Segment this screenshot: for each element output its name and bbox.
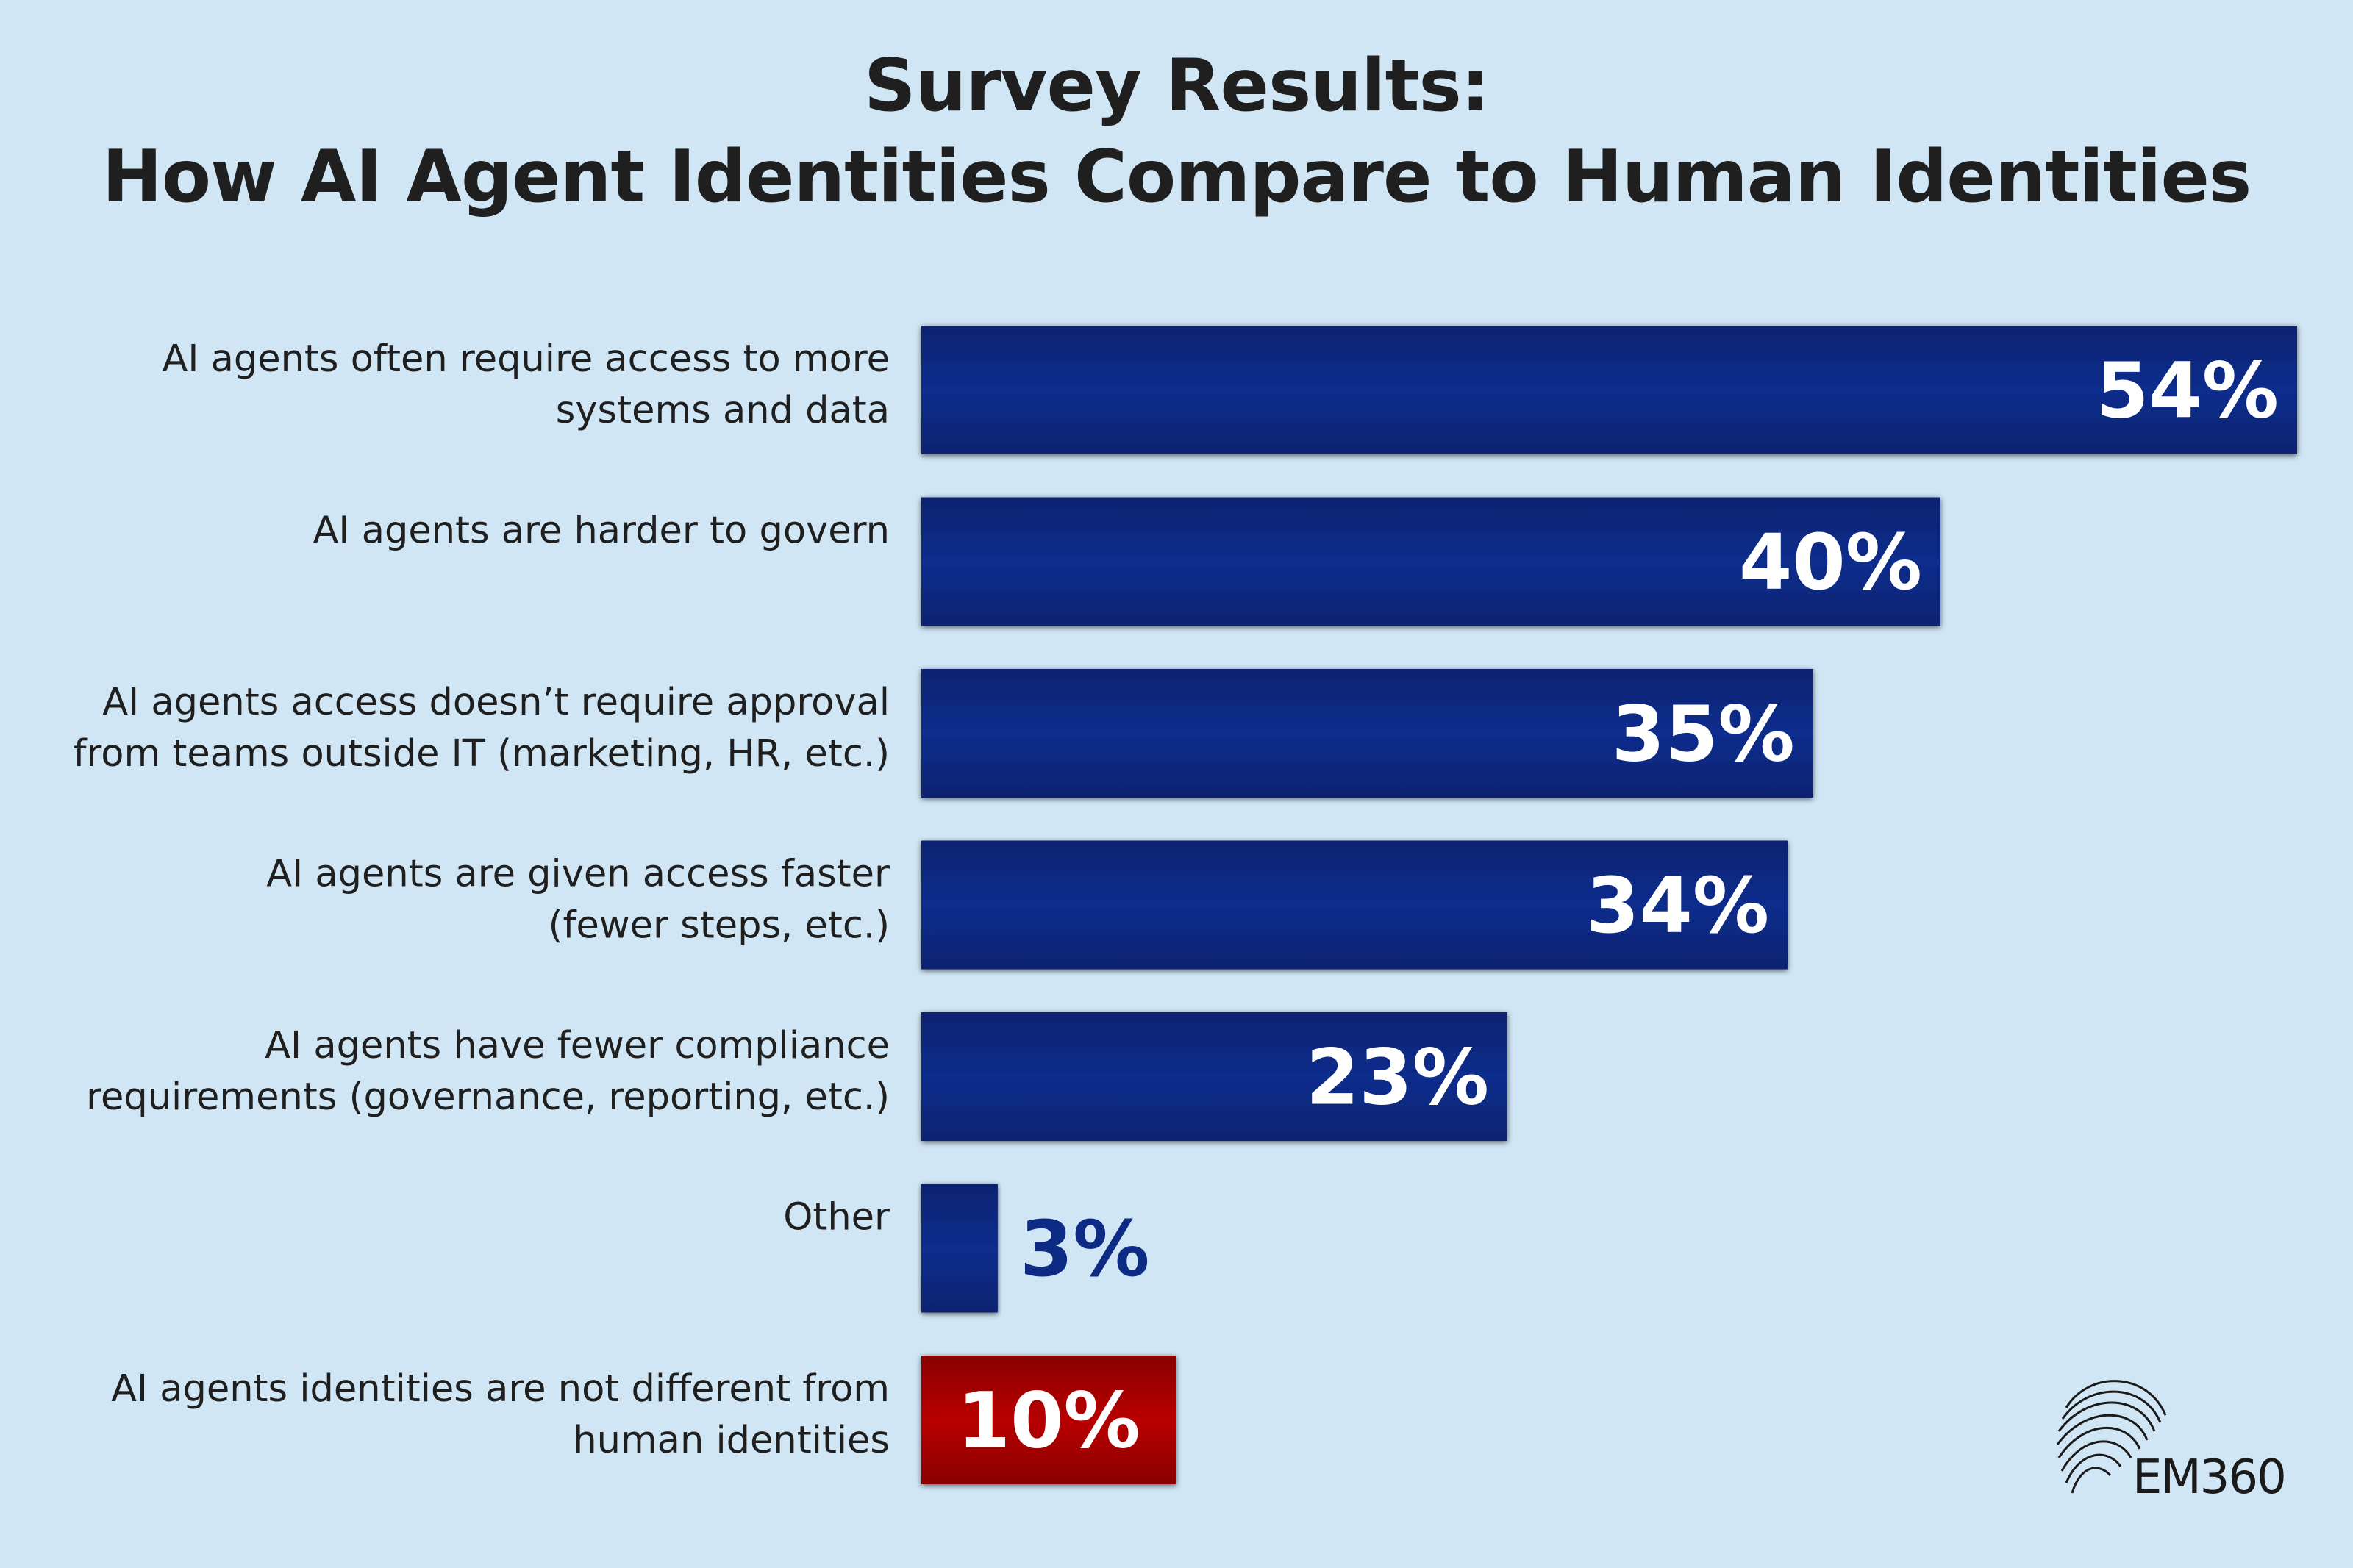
category-label-2: AI agents are harder to govern [313,509,890,553]
value-labels-layer: 54% 40% 35% 34% 23% 3% 10% [957,346,2279,1466]
bar-2 [921,497,1940,626]
chart-title: Survey Results: How AI Agent Identities … [0,40,2353,223]
category-label-5-line-2: requirements (governance, reporting, etc… [86,1075,890,1119]
category-label-1-line-2: systems and data [556,389,890,432]
bar-4 [921,840,1788,970]
value-label-6: 3% [1020,1204,1150,1294]
category-label-4: AI agents are given access faster (fewer … [266,853,890,948]
bar-5 [921,1012,1507,1141]
category-label-4-line-1: AI agents are given access faster [266,853,890,896]
chart-title-line-1: Survey Results: [863,44,1490,128]
value-label-2: 40% [1739,518,1922,607]
category-label-7-line-1: AI agents identities are not different f… [111,1367,890,1411]
value-label-5: 23% [1306,1033,1489,1123]
value-label-3: 35% [1612,690,1795,779]
category-label-7-line-2: human identities [573,1419,890,1462]
category-label-5: AI agents have fewer compliance requireme… [86,1024,890,1119]
category-label-2-line-1: AI agents are harder to govern [313,509,890,553]
category-label-6: Other [783,1196,890,1239]
category-label-3-line-2: from teams outside IT (marketing, HR, et… [73,732,890,776]
em360-logo-icon [2056,1380,2167,1494]
category-labels-layer: AI agents often require access to more sy… [73,337,890,1462]
bar-6 [921,1184,998,1313]
bars-layer [921,326,2297,1484]
category-label-1-line-1: AI agents often require access to more [162,337,890,381]
category-label-3-line-1: AI agents access doesn’t require approva… [102,681,890,724]
value-label-4: 34% [1586,861,1769,951]
value-label-1: 54% [2096,346,2279,436]
category-label-4-line-2: (fewer steps, etc.) [549,904,890,948]
bar-1 [921,326,2297,454]
category-label-6-line-1: Other [783,1196,890,1239]
bar-3 [921,669,1813,798]
chart-title-line-2: How AI Agent Identities Compare to Human… [101,135,2252,219]
em360-logo-text: EM360 [2132,1450,2287,1505]
em360-logo: EM360 [2037,1364,2302,1511]
value-label-7: 10% [957,1376,1140,1466]
category-label-1: AI agents often require access to more sy… [162,337,890,432]
category-label-7: AI agents identities are not different f… [111,1367,890,1462]
category-label-5-line-1: AI agents have fewer compliance [265,1024,890,1067]
bar-7 [921,1356,1176,1484]
category-label-3: AI agents access doesn’t require approva… [73,681,890,776]
